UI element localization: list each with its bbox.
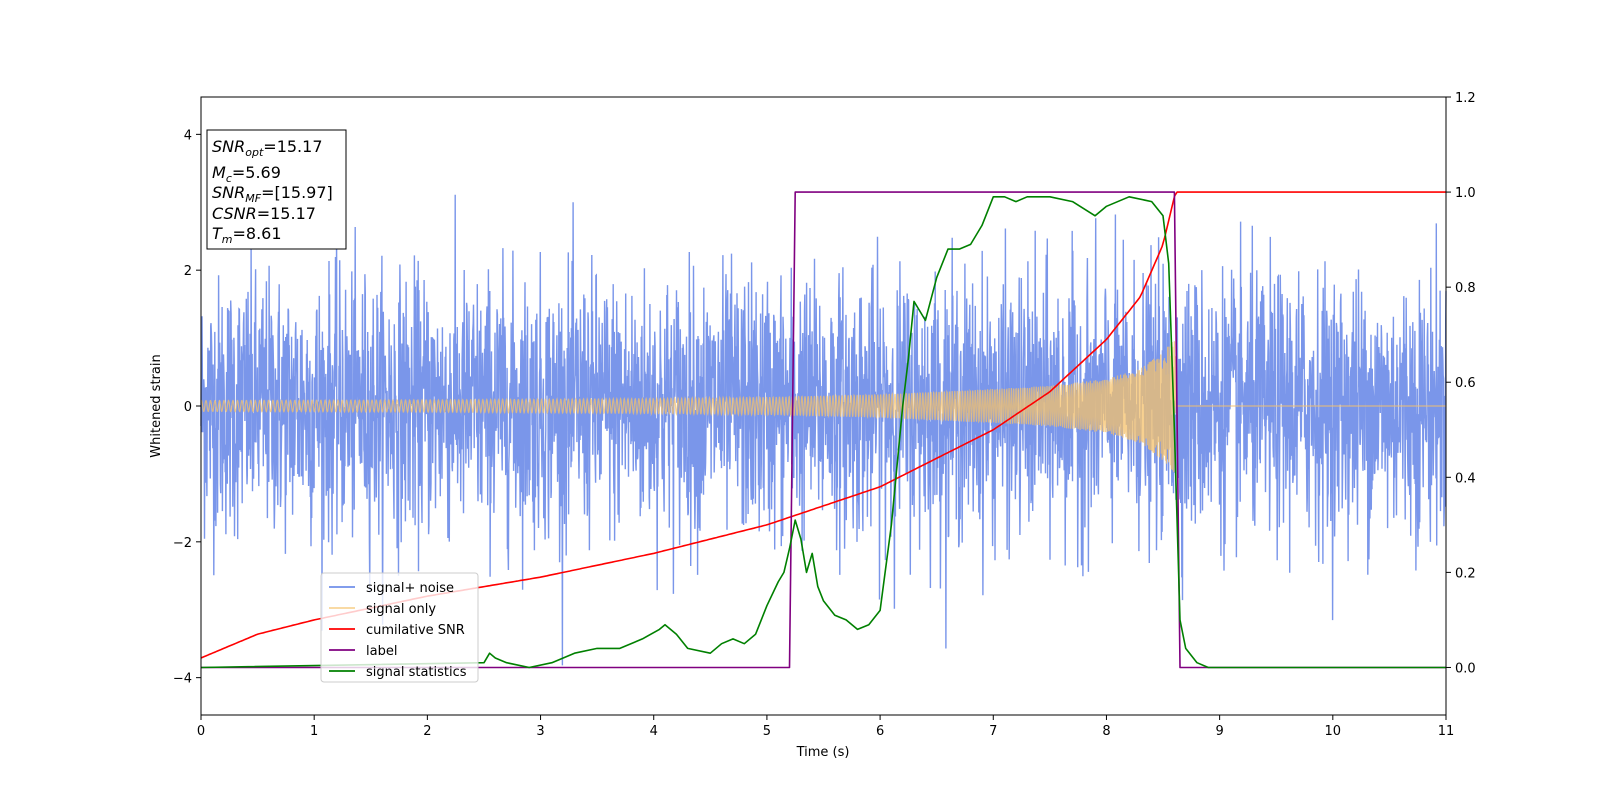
y-axis-left: −4 −2 0 2 4	[173, 128, 201, 687]
y-left-tick-label: −2	[173, 536, 192, 551]
legend-label: signal statistics	[366, 665, 467, 680]
x-axis-label: Time (s)	[796, 745, 850, 760]
y-axis-label: Whitened strain	[149, 354, 164, 457]
x-tick-label: 3	[536, 724, 544, 739]
x-tick-label: 9	[1215, 724, 1223, 739]
info-snr-mf-value: =[15.97]	[261, 183, 333, 202]
info-snr-opt: SNRopt=15.17	[212, 137, 323, 159]
y-left-tick-label: 0	[184, 400, 192, 415]
info-tm-value: =8.61	[233, 224, 282, 243]
series-signal-only-line	[200, 341, 1446, 473]
info-mc-value: =5.69	[232, 163, 281, 182]
y-right-tick-label: 0.0	[1455, 661, 1476, 676]
legend-label: signal+ noise	[366, 581, 454, 596]
x-tick-label: 2	[423, 724, 431, 739]
y-left-tick-label: 2	[184, 264, 192, 279]
x-tick-label: 10	[1325, 724, 1342, 739]
info-mc: Mc=5.69	[212, 163, 281, 185]
y-axis-right: 0.0 0.2 0.4 0.6 0.8 1.0 1.2	[1446, 91, 1476, 676]
x-tick-label: 0	[197, 724, 205, 739]
x-tick-label: 7	[989, 724, 997, 739]
x-tick-label: 8	[1102, 724, 1110, 739]
info-csnr-value: =15.17	[257, 204, 316, 223]
legend-label: signal only	[366, 602, 436, 617]
info-tm: Tm=8.61	[212, 224, 282, 246]
y-right-tick-label: 0.2	[1455, 566, 1476, 581]
x-axis: 0 1 2 3 4 5 6 7 8 9 10 11	[197, 715, 1454, 739]
y-right-tick-label: 0.4	[1455, 471, 1476, 486]
info-snr-opt-value: =15.17	[263, 137, 322, 156]
legend-label: cumilative SNR	[366, 623, 465, 638]
x-tick-label: 11	[1438, 724, 1455, 739]
x-tick-label: 4	[650, 724, 658, 739]
legend: signal+ noise signal only cumilative SNR la…	[320, 572, 479, 683]
info-csnr: CSNR=15.17	[212, 204, 316, 223]
series-signal-noise-line	[200, 194, 1447, 666]
info-box: SNRopt=15.17 Mc=5.69 SNRMF=[15.97] CSNR=…	[206, 129, 347, 250]
legend-frame	[320, 572, 479, 683]
y-right-tick-label: 0.6	[1455, 376, 1476, 391]
x-tick-label: 1	[310, 724, 318, 739]
y-right-tick-label: 1.2	[1455, 91, 1476, 106]
x-tick-label: 6	[876, 724, 884, 739]
info-snr-mf: SNRMF=[15.97]	[212, 183, 333, 205]
y-left-tick-label: 4	[184, 128, 192, 143]
y-right-tick-label: 1.0	[1455, 186, 1476, 201]
legend-label: label	[366, 644, 397, 659]
x-tick-label: 5	[763, 724, 771, 739]
y-right-tick-label: 0.8	[1455, 281, 1476, 296]
series-signal-statistics-line	[200, 196, 1446, 669]
y-left-tick-label: −4	[173, 672, 192, 687]
info-box-frame	[206, 129, 347, 250]
